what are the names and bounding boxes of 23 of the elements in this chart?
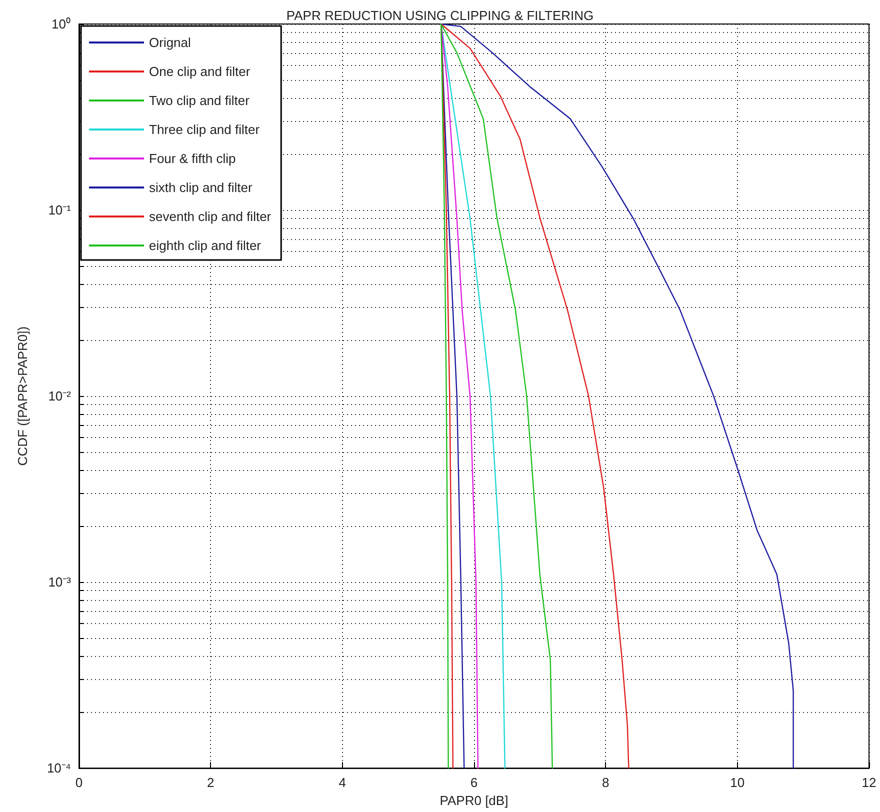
legend-label: One clip and filter <box>149 64 251 79</box>
x-tick-label: 10 <box>730 775 745 790</box>
chart-title: PAPR REDUCTION USING CLIPPING & FILTERING <box>286 8 594 23</box>
y-tick-label: 10⁻³ <box>48 574 72 590</box>
y-tick-label: 10⁻¹ <box>48 202 72 218</box>
x-tick-label: 8 <box>602 775 610 790</box>
x-tick-label: 0 <box>75 775 83 790</box>
y-tick-label: 10⁻² <box>48 388 72 404</box>
x-tick-label: 4 <box>338 775 346 790</box>
x-tick-label: 6 <box>470 775 478 790</box>
legend-label: Three clip and filter <box>149 122 260 137</box>
legend-label: Two clip and filter <box>149 93 250 108</box>
y-axis-title: CCDF ([PAPR>PAPR0]) <box>15 326 30 466</box>
legend-label: eighth clip and filter <box>149 238 262 253</box>
x-tick-label: 12 <box>862 775 876 790</box>
y-tick-label: 10⁰ <box>52 16 71 32</box>
x-tick-label: 2 <box>207 775 214 790</box>
legend-label: Orignal <box>149 35 192 50</box>
legend-label: sixth clip and filter <box>149 180 253 195</box>
x-axis-title: PAPR0 [dB] <box>440 793 508 808</box>
legend-label: Four & fifth clip <box>149 151 236 166</box>
legend-label: seventh clip and filter <box>149 209 272 224</box>
y-tick-label: 10⁻⁴ <box>46 760 71 776</box>
